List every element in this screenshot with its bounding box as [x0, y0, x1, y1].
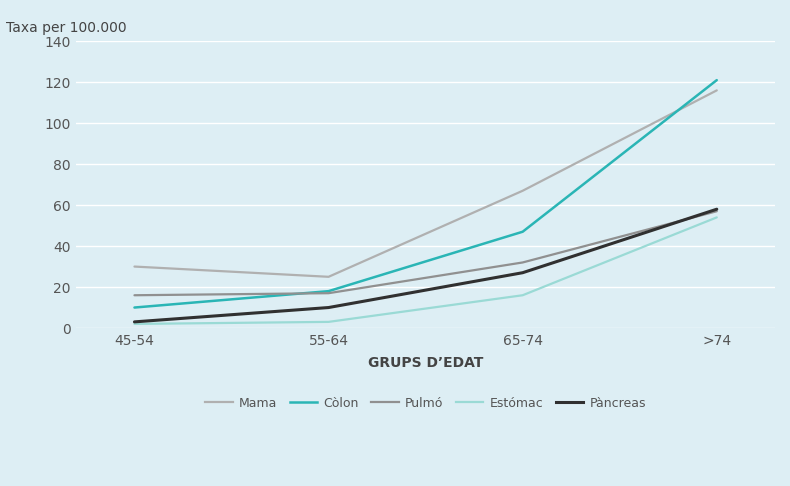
Legend: Mama, Còlon, Pulmó, Estómac, Pàncreas: Mama, Còlon, Pulmó, Estómac, Pàncreas [200, 392, 651, 415]
Text: Taxa per 100.000: Taxa per 100.000 [6, 21, 127, 35]
X-axis label: GRUPS D’EDAT: GRUPS D’EDAT [368, 356, 483, 370]
